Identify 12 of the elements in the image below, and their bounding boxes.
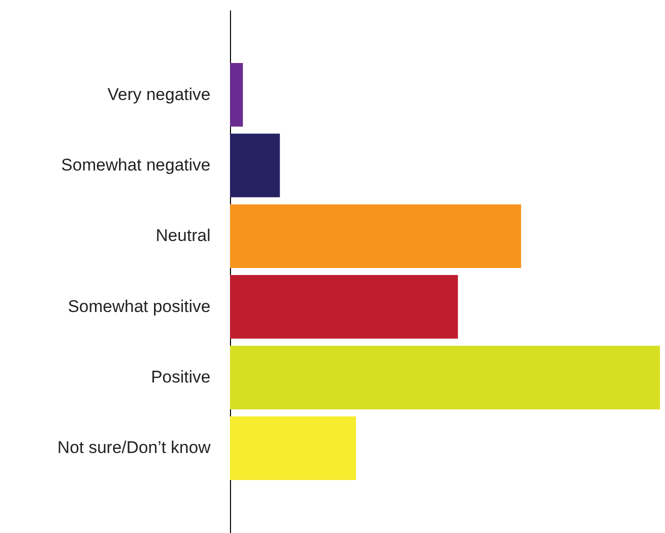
y-tick-label: Positive [150, 368, 210, 387]
y-tick-label: Somewhat positive [68, 296, 210, 316]
bar [230, 416, 356, 480]
bar [230, 275, 458, 339]
y-tick-label: Very negative [107, 84, 210, 104]
y-tick-label: Neutral [156, 226, 210, 246]
bar [230, 204, 522, 268]
bar [230, 346, 660, 410]
bar [230, 134, 280, 198]
bar [230, 63, 243, 127]
y-tick-label: Somewhat negative [61, 155, 210, 174]
y-tick-label: Not sure/Don’t know [57, 438, 212, 458]
